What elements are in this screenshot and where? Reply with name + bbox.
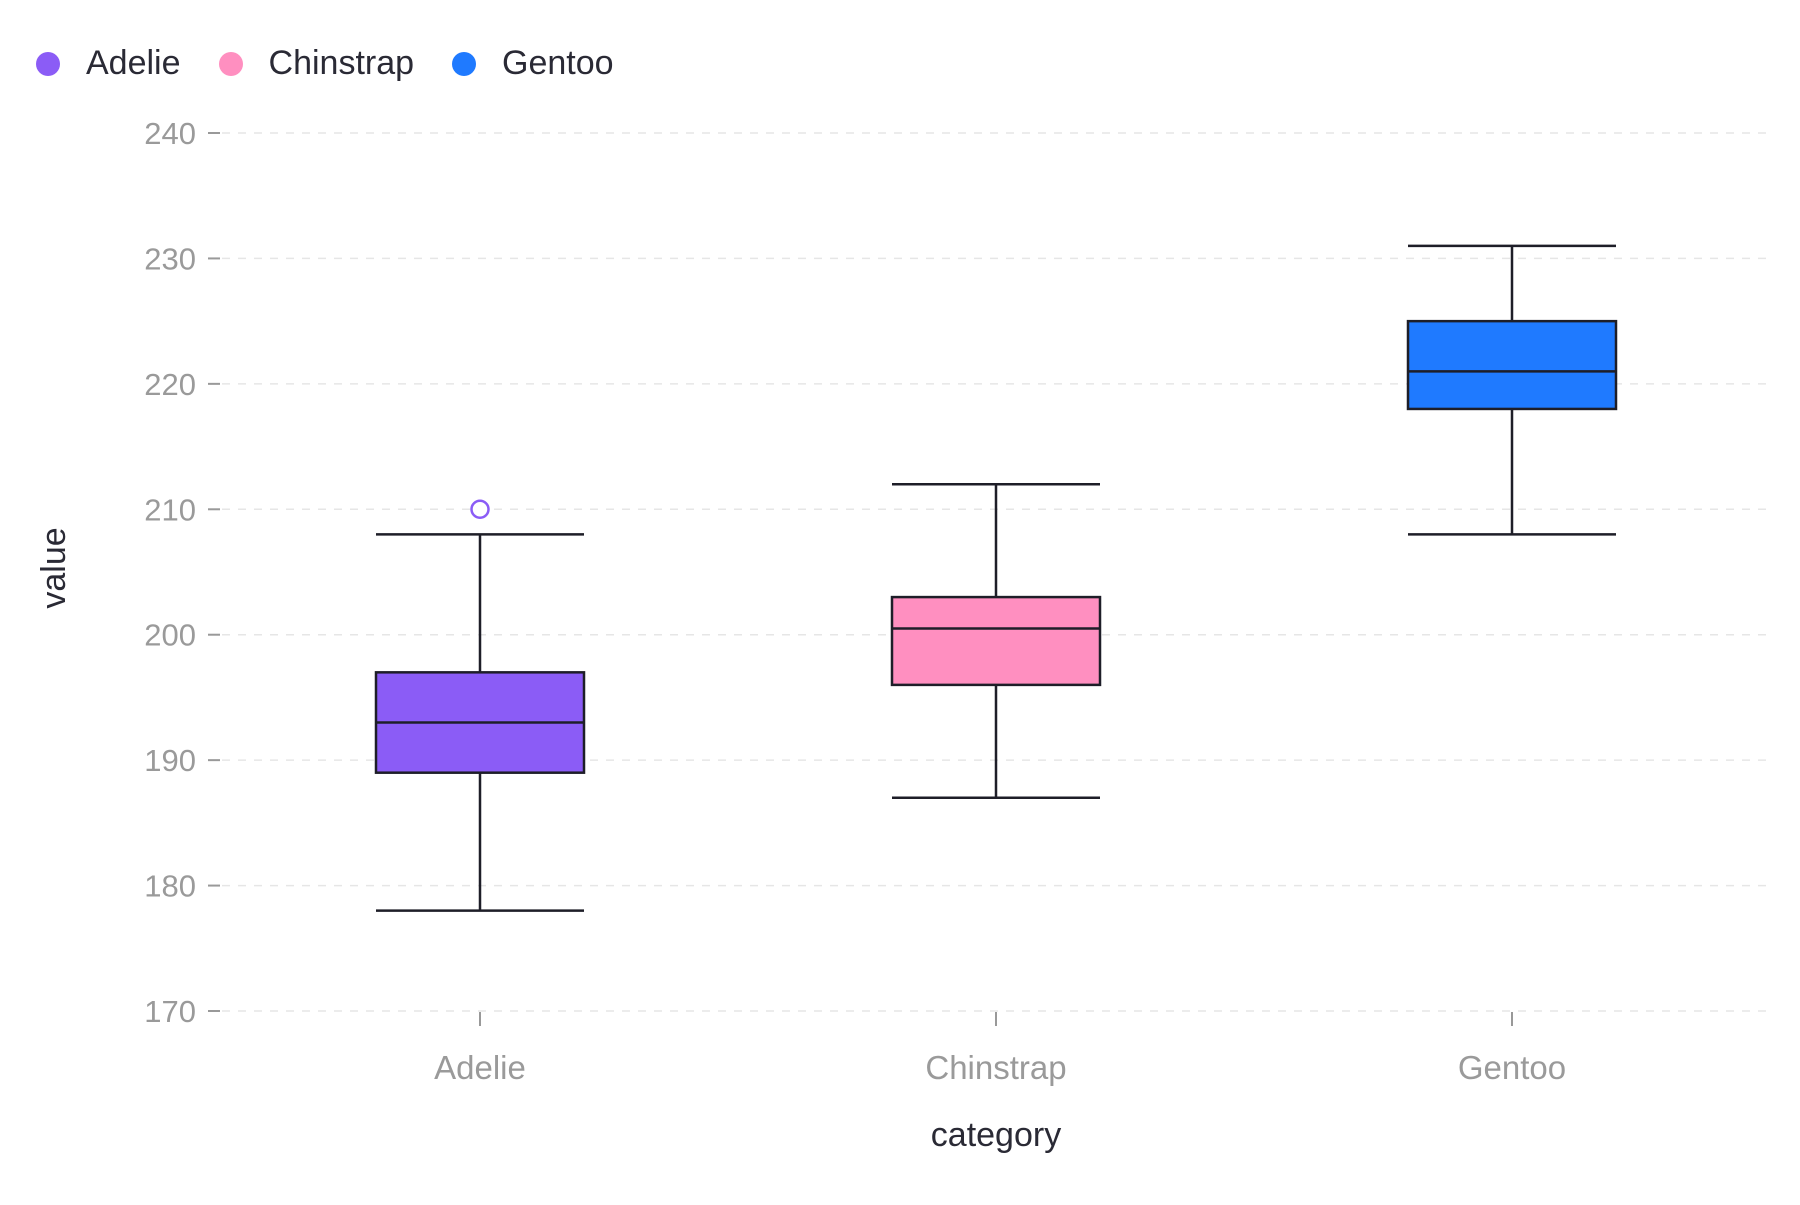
- x-tick-label: Adelie: [434, 1049, 526, 1086]
- legend-label-adelie: Adelie: [86, 44, 181, 82]
- x-axis-title: category: [931, 1116, 1061, 1154]
- y-tick-label: 200: [144, 618, 196, 653]
- x-tick-label: Gentoo: [1458, 1049, 1566, 1086]
- x-tick-label: Chinstrap: [925, 1049, 1066, 1086]
- legend-swatch-adelie: [36, 51, 60, 76]
- legend-item-adelie[interactable]: Adelie: [36, 44, 181, 83]
- y-tick-label: 180: [144, 869, 196, 904]
- legend-label-gentoo: Gentoo: [502, 44, 614, 82]
- legend-label-chinstrap: Chinstrap: [268, 44, 415, 82]
- legend-item-chinstrap[interactable]: Chinstrap: [218, 44, 415, 83]
- box-gentoo[interactable]: [1406, 319, 1618, 411]
- legend-swatch-chinstrap: [218, 51, 243, 76]
- legend-item-gentoo[interactable]: Gentoo: [452, 44, 614, 83]
- y-tick-label: 240: [144, 116, 196, 151]
- legend: Adelie Chinstrap Gentoo: [36, 44, 652, 83]
- outlier-adelie-0[interactable]: [470, 499, 490, 520]
- legend-swatch-gentoo: [452, 51, 477, 76]
- y-tick-label: 190: [144, 743, 196, 778]
- y-tick-label: 230: [144, 241, 196, 276]
- y-tick-label: 210: [144, 492, 196, 527]
- y-tick-label: 220: [144, 367, 196, 402]
- y-tick-label: 170: [144, 994, 196, 1029]
- box-chinstrap[interactable]: [890, 595, 1102, 687]
- y-axis-title: value: [35, 527, 73, 608]
